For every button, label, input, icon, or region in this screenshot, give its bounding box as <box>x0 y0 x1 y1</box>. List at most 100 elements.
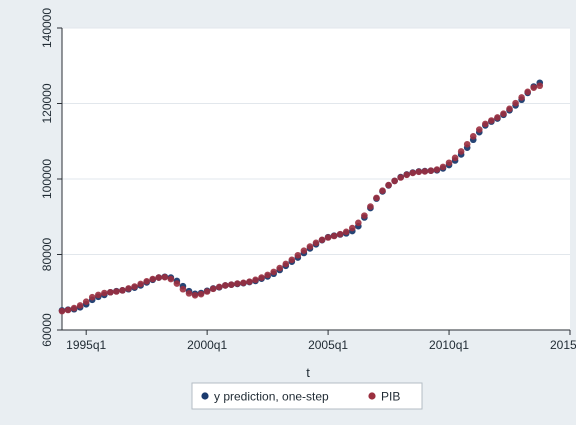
data-point-pib <box>457 148 465 155</box>
data-point-pib <box>397 174 404 181</box>
data-point-pib <box>143 278 150 285</box>
data-point-pib <box>463 140 471 148</box>
data-point-pib <box>373 194 380 202</box>
data-point-pib <box>88 293 96 301</box>
data-point-pib <box>185 290 193 297</box>
data-point-pib <box>306 243 314 250</box>
legend-label-prediction: y prediction, one-step <box>214 390 329 404</box>
data-point-pib <box>355 219 362 227</box>
data-point-pib <box>209 285 217 293</box>
data-point-pib <box>367 203 374 210</box>
data-point-pib <box>258 274 265 281</box>
data-point-pib <box>246 278 253 285</box>
x-tick-label: 2005q1 <box>308 338 348 352</box>
data-point-pib <box>107 288 114 296</box>
data-point-pib <box>409 169 417 177</box>
data-point-pib <box>179 285 187 293</box>
data-point-pib <box>445 159 453 167</box>
data-point-pib <box>330 232 338 240</box>
legend-marker-prediction <box>201 392 209 400</box>
data-point-pib <box>294 251 302 259</box>
legend-marker-pib <box>368 392 376 400</box>
series-pib <box>58 82 544 315</box>
data-point-pib <box>451 154 459 162</box>
y-tick-label: 60000 <box>40 313 54 347</box>
data-point-pib <box>203 288 211 295</box>
data-point-pib <box>221 282 229 289</box>
data-point-pib <box>240 279 247 287</box>
x-tick-label: 2010q1 <box>429 338 469 352</box>
data-point-pib <box>276 264 284 272</box>
data-point-pib <box>524 88 531 96</box>
x-tick-label: 2015q1 <box>550 338 576 352</box>
data-point-pib <box>234 280 241 287</box>
data-point-pib <box>215 283 223 291</box>
data-point-pib <box>155 274 163 281</box>
data-point-pib <box>421 168 429 175</box>
y-tick-label: 140000 <box>40 8 54 48</box>
data-point-pib <box>173 280 181 287</box>
data-point-pib <box>348 224 356 232</box>
axes <box>57 27 571 335</box>
data-point-pib <box>288 256 296 264</box>
y-tick-label: 100000 <box>40 159 54 199</box>
data-point-pib <box>125 285 132 292</box>
data-point-pib <box>64 306 72 314</box>
x-tick-label: 2000q1 <box>187 338 227 352</box>
data-point-pib <box>342 228 350 236</box>
data-point-pib <box>403 171 411 179</box>
data-point-pib <box>197 290 205 298</box>
data-point-pib <box>469 133 477 140</box>
data-point-pib <box>312 239 320 247</box>
data-point-pib <box>119 287 126 294</box>
data-point-pib <box>149 275 157 283</box>
data-point-pib <box>336 230 344 238</box>
legend-box <box>191 382 423 410</box>
data-point-pib <box>70 304 78 312</box>
data-point-pib <box>324 234 332 241</box>
data-point-pib <box>137 280 144 288</box>
data-point-pib <box>58 307 66 315</box>
data-point-pib <box>500 110 507 117</box>
data-point-pib <box>361 212 368 219</box>
data-point-pib <box>439 163 447 171</box>
data-point-pib <box>427 167 435 174</box>
data-point-pib <box>433 166 441 173</box>
data-point-pib <box>385 181 392 189</box>
data-point-pib <box>536 82 544 90</box>
data-point-pib <box>282 260 290 268</box>
data-point-pib <box>76 302 84 309</box>
y-tick-label: 120000 <box>40 83 54 123</box>
series-layer <box>58 79 544 315</box>
data-point-pib <box>252 276 259 284</box>
data-point-pib <box>512 99 519 107</box>
data-point-pib <box>82 298 90 305</box>
data-point-pib <box>264 271 271 279</box>
data-point-pib <box>228 281 235 289</box>
data-point-pib <box>494 114 501 121</box>
data-point-pib <box>488 117 495 124</box>
legend: y prediction, one-step PIB <box>191 382 423 410</box>
data-point-pib <box>191 291 199 299</box>
y-tick-label: 80000 <box>40 237 54 271</box>
data-point-pib <box>94 291 102 299</box>
data-point-pib <box>161 273 169 281</box>
data-point-pib <box>415 168 423 176</box>
x-axis-label: t <box>306 365 310 380</box>
x-tick-label: 1995q1 <box>66 338 106 352</box>
data-point-pib <box>300 247 308 255</box>
data-point-pib <box>167 275 175 283</box>
data-point-pib <box>518 94 525 101</box>
data-point-pib <box>379 187 386 194</box>
data-point-pib <box>506 105 513 113</box>
data-point-pib <box>270 268 277 276</box>
legend-label-pib: PIB <box>381 390 400 404</box>
data-point-pib <box>318 236 326 244</box>
data-point-pib <box>482 120 489 128</box>
data-point-pib <box>131 283 138 290</box>
data-point-pib <box>475 126 483 133</box>
tick-labels: 60000 80000 100000 120000 140000 1995q1 2000q1… <box>40 8 576 352</box>
data-point-pib <box>391 177 398 185</box>
